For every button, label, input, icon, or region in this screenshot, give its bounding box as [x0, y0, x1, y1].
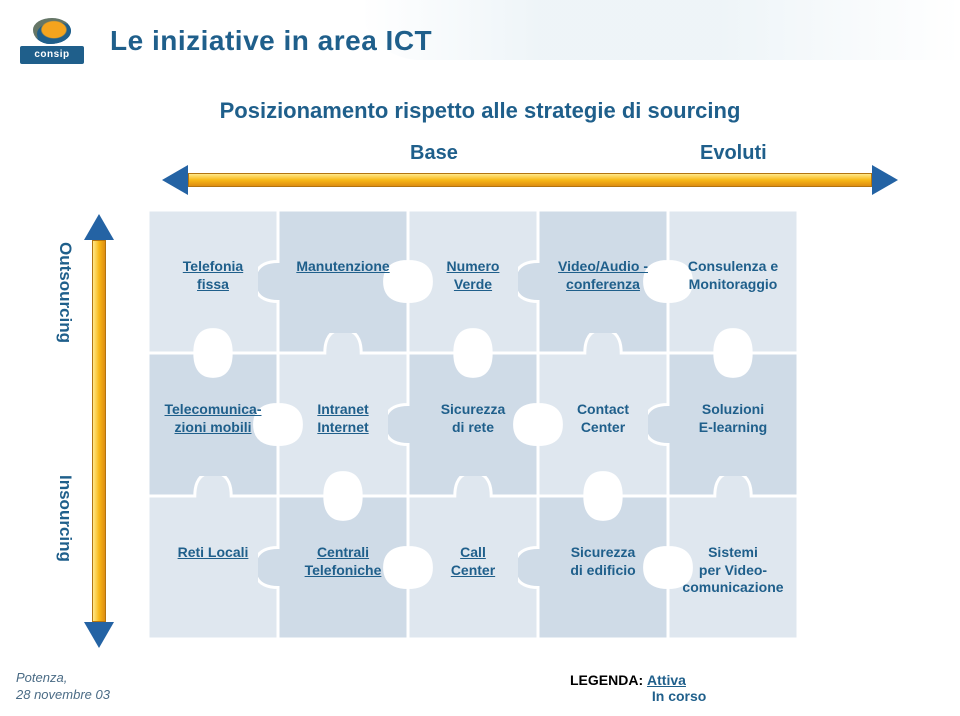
cell-label: Sistemiper Video-comunicazione: [668, 544, 798, 597]
puzzle-grid: TelefoniafissaManutenzioneNumeroVerdeVid…: [148, 210, 928, 640]
axis-v-label-outsourcing: Outsourcing: [55, 242, 75, 343]
logo-swirl-icon: [33, 18, 71, 44]
axis-v-arrow-bar: [92, 240, 106, 622]
legend-title: LEGENDA:: [570, 672, 643, 688]
axis-h-label-evoluti: Evoluti: [700, 142, 767, 165]
axis-v-arrowhead-top-icon: [84, 214, 114, 240]
logo-text: consip: [20, 46, 84, 64]
page-subtitle: Posizionamento rispetto alle strategie d…: [0, 98, 960, 124]
cell-label: Consulenza eMonitoraggio: [668, 258, 798, 293]
page-title: Le iniziative in area ICT: [110, 25, 432, 57]
logo: consip: [20, 18, 84, 68]
axis-h-arrow-bar: [188, 173, 872, 187]
puzzle-cell: SoluzioniE-learning: [668, 353, 798, 496]
axis-h-arrowhead-right-icon: [872, 165, 898, 195]
axis-v-label-insourcing: Insourcing: [55, 475, 75, 562]
puzzle-cell: Sistemiper Video-comunicazione: [668, 496, 798, 639]
axis-h-label-base: Base: [410, 142, 458, 165]
axis-v-arrowhead-bottom-icon: [84, 622, 114, 648]
footer-date: Potenza, 28 novembre 03: [16, 669, 110, 704]
legend-progress: In corso: [652, 688, 706, 704]
background-pattern: [360, 0, 960, 60]
axis-v-arrow: [85, 222, 113, 640]
puzzle-cell: Consulenza eMonitoraggio: [668, 210, 798, 353]
footer-line1: Potenza,: [16, 670, 67, 685]
legend-active: Attiva: [647, 672, 686, 688]
footer-line2: 28 novembre 03: [16, 687, 110, 702]
legend: LEGENDA: Attiva In corso: [570, 672, 706, 704]
cell-label: SoluzioniE-learning: [668, 401, 798, 436]
